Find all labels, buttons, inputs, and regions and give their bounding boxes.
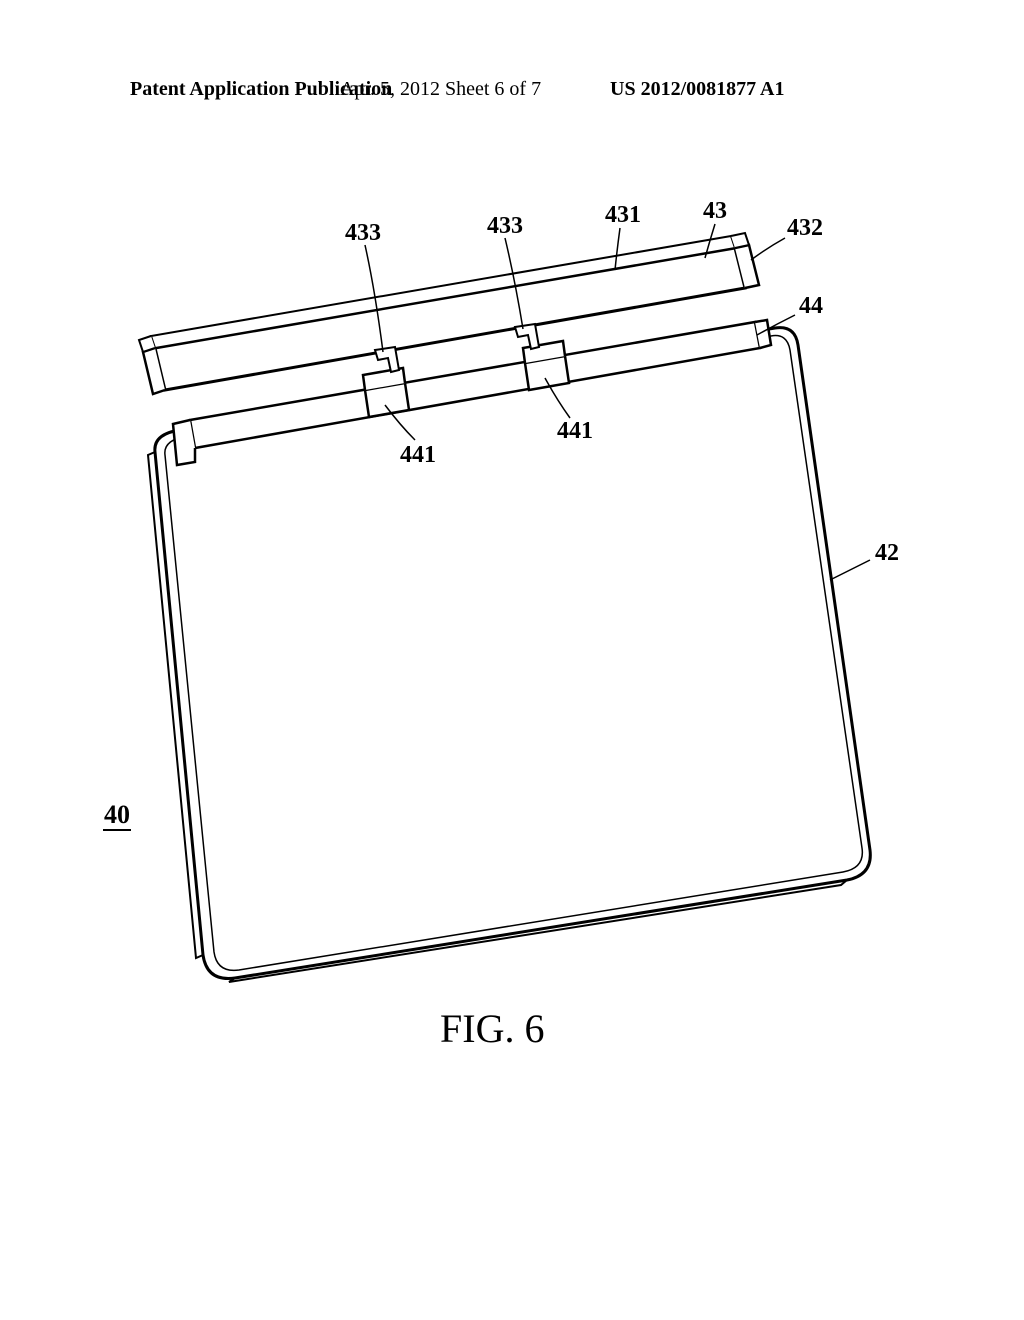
header-right: US 2012/0081877 A1: [610, 78, 784, 101]
label-assembly-40-actual: 40: [103, 800, 131, 831]
header-center: Apr. 5, 2012 Sheet 6 of 7: [340, 78, 541, 101]
label-433a: 433: [345, 220, 381, 246]
label-432: 432: [787, 215, 823, 241]
figure-6: 433 433 431 43 432 441 441 44 42: [95, 230, 925, 1010]
label-42: 42: [875, 540, 899, 566]
label-441a: 441: [400, 442, 436, 468]
label-433b: 433: [487, 213, 523, 239]
hook-433-right: [515, 324, 539, 349]
label-43: 43: [703, 198, 727, 224]
label-441b: 441: [557, 418, 593, 444]
figure-caption: FIG. 6: [440, 1005, 544, 1052]
bar-43: [139, 233, 759, 394]
label-431: 431: [605, 202, 641, 228]
tab-441-left: [363, 368, 409, 417]
label-44: 44: [799, 293, 823, 319]
hook-433-left: [375, 347, 399, 372]
